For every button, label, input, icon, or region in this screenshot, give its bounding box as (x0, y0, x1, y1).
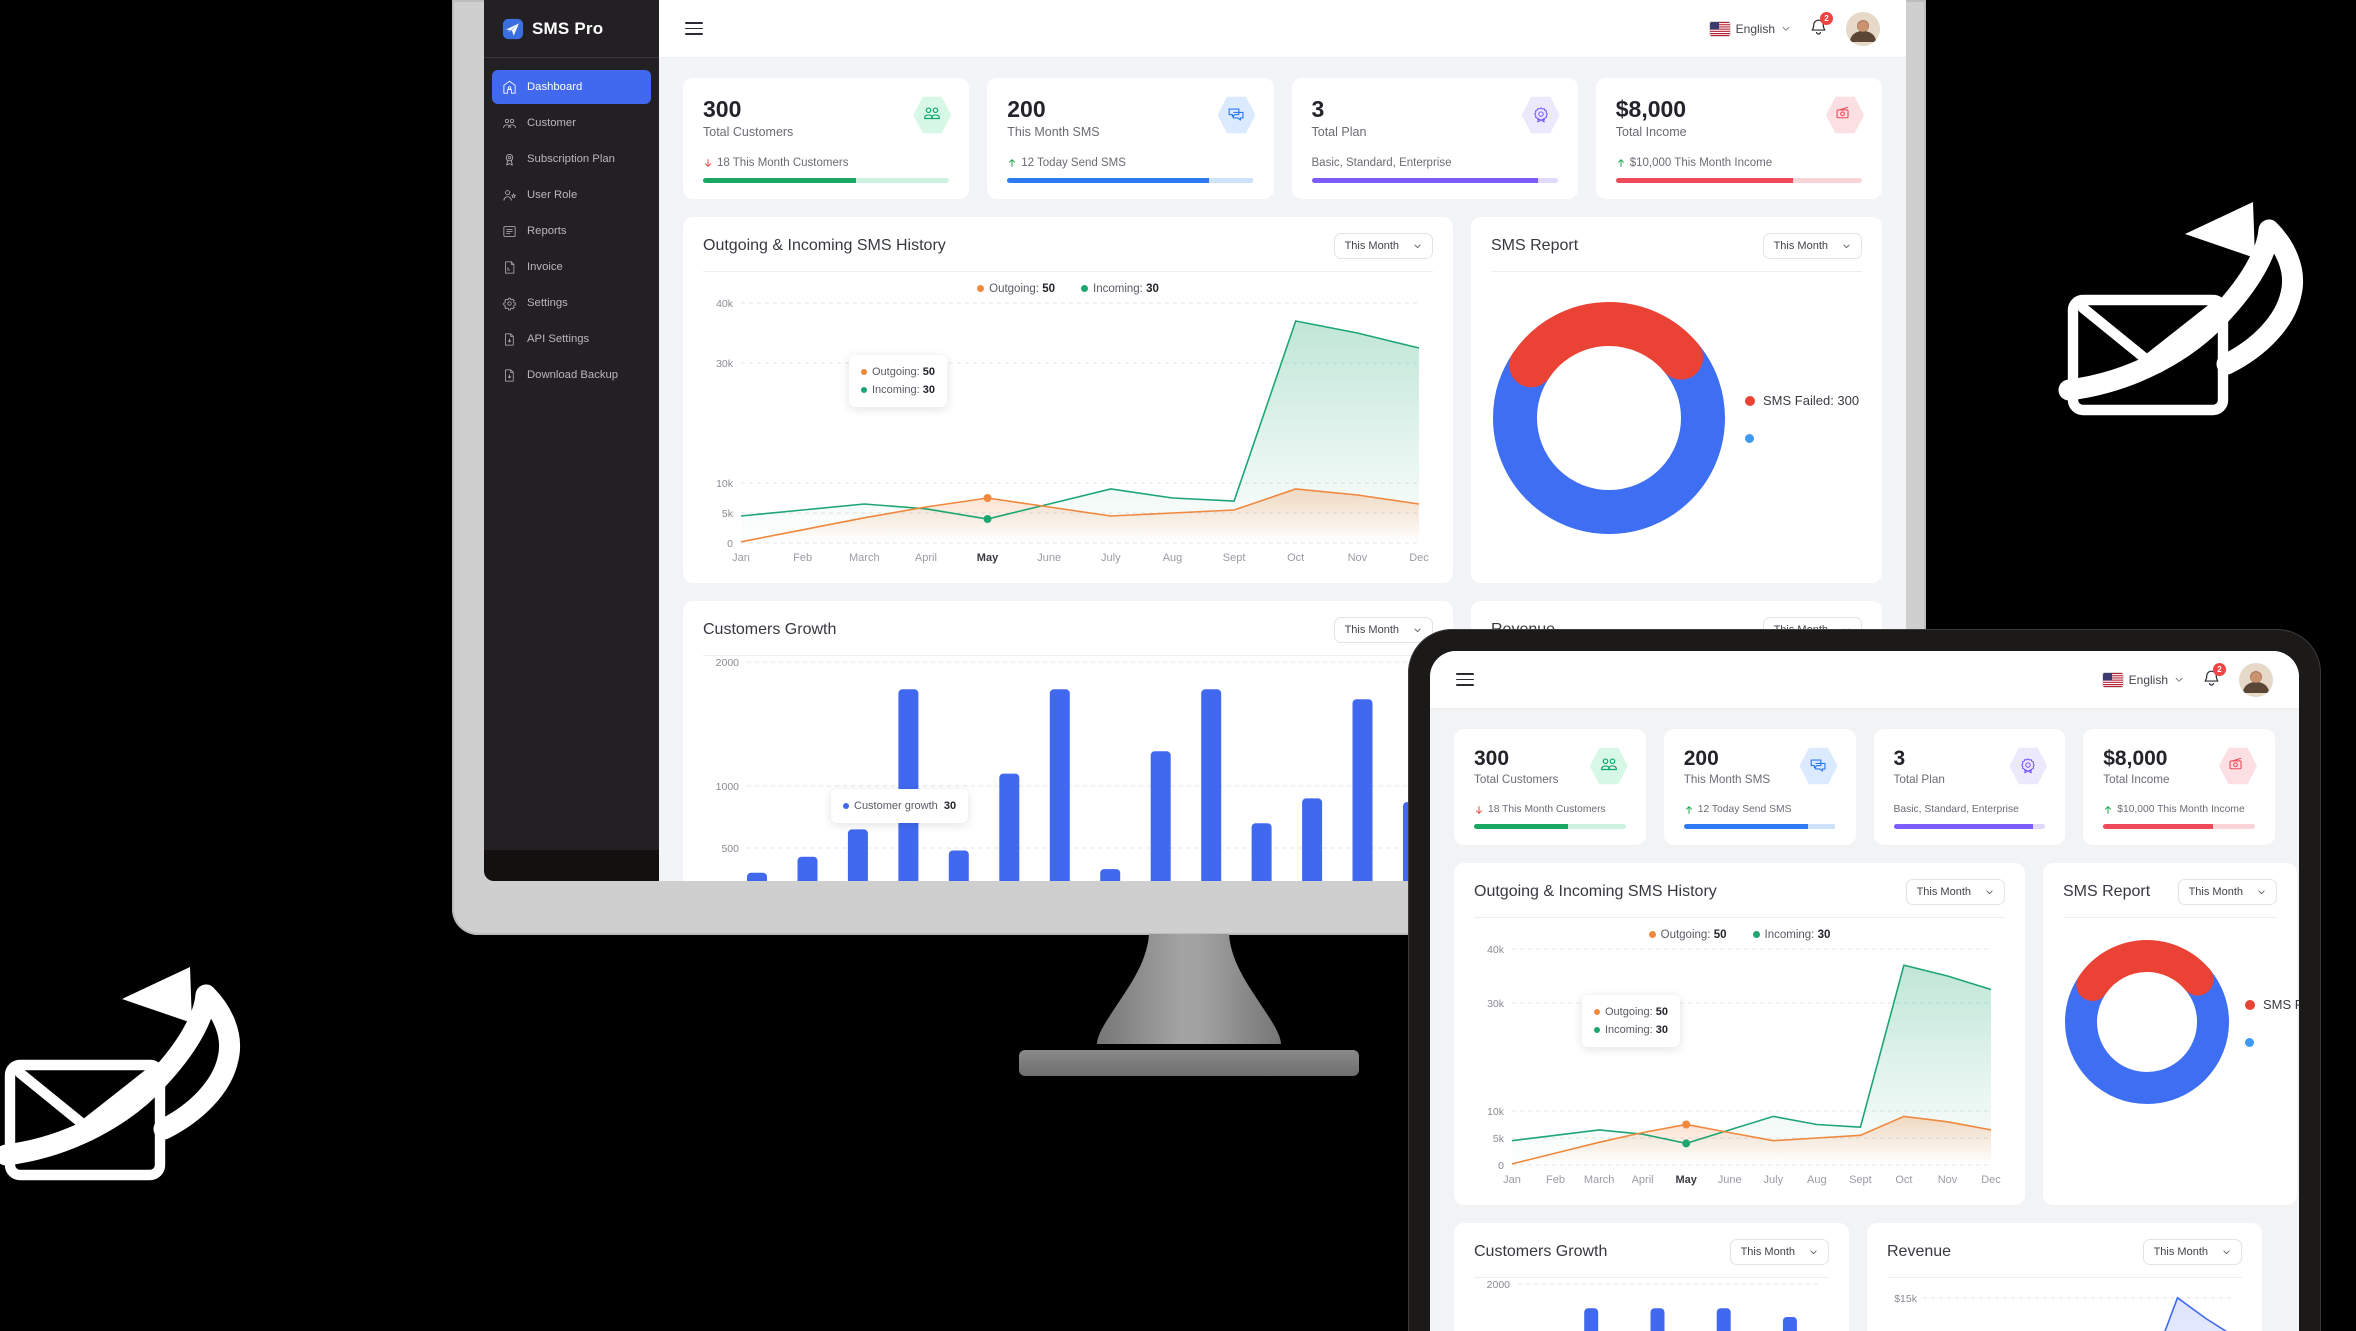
svg-text:10k: 10k (1487, 1106, 1505, 1118)
svg-text:April: April (915, 552, 937, 564)
svg-text:5k: 5k (1493, 1133, 1505, 1145)
svg-text:March: March (1584, 1174, 1615, 1186)
svg-text:5k: 5k (722, 508, 734, 520)
svg-text:Aug: Aug (1163, 552, 1183, 564)
svg-text:Dec: Dec (1981, 1174, 2001, 1186)
svg-text:Jan: Jan (1503, 1174, 1521, 1186)
svg-text:June: June (1037, 552, 1061, 564)
svg-text:Sept: Sept (1223, 552, 1246, 564)
svg-text:30k: 30k (716, 358, 734, 370)
svg-text:40k: 40k (1487, 944, 1505, 956)
svg-text:Feb: Feb (793, 552, 812, 564)
svg-text:March: March (849, 552, 880, 564)
svg-text:500: 500 (721, 843, 739, 855)
svg-text:April: April (1632, 1174, 1654, 1186)
svg-text:Sept: Sept (1849, 1174, 1872, 1186)
svg-text:2000: 2000 (716, 657, 740, 669)
svg-text:Feb: Feb (1546, 1174, 1565, 1186)
svg-text:0: 0 (1498, 1160, 1504, 1172)
svg-text:July: July (1101, 552, 1121, 564)
svg-text:May: May (1675, 1174, 1697, 1186)
svg-text:2000: 2000 (1487, 1279, 1511, 1291)
svg-text:200: 200 (721, 880, 739, 881)
svg-text:July: July (1764, 1174, 1784, 1186)
svg-text:0: 0 (727, 538, 733, 550)
svg-text:10k: 10k (716, 478, 734, 490)
svg-text:40k: 40k (716, 298, 734, 310)
svg-text:Oct: Oct (1895, 1174, 1912, 1186)
svg-text:Oct: Oct (1287, 552, 1304, 564)
svg-text:Dec: Dec (1409, 552, 1429, 564)
svg-text:Nov: Nov (1938, 1174, 1958, 1186)
svg-text:1000: 1000 (716, 781, 740, 793)
svg-text:June: June (1718, 1174, 1742, 1186)
svg-text:$15k: $15k (1894, 1293, 1918, 1305)
svg-text:May: May (977, 552, 999, 564)
svg-text:Aug: Aug (1807, 1174, 1827, 1186)
svg-text:Jan: Jan (732, 552, 750, 564)
svg-text:30k: 30k (1487, 998, 1505, 1010)
svg-text:Nov: Nov (1348, 552, 1368, 564)
